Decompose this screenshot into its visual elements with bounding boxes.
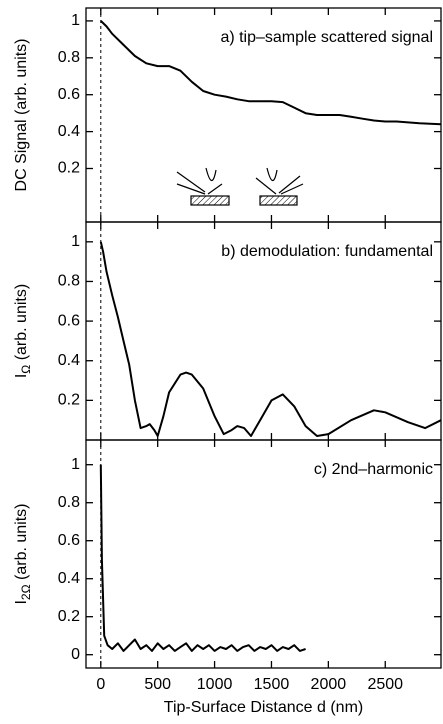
- data-line: [100, 20, 442, 126]
- y-tick-label: 0.2: [58, 392, 80, 409]
- y-tick-label: 0.6: [58, 312, 80, 329]
- y-tick-label: 0.4: [58, 352, 80, 369]
- inset-schematic: [176, 167, 304, 206]
- x-tick-label: 1000: [197, 676, 233, 693]
- y-tick-label: 1: [71, 12, 80, 29]
- x-tick-label: 1500: [254, 676, 290, 693]
- panel-title: a) tip–sample scattered signal: [220, 29, 433, 46]
- y-tick-label: 0.8: [58, 494, 80, 511]
- x-tick-label: 2500: [367, 676, 403, 693]
- y-axis-label-part: Ω: [19, 365, 33, 374]
- y-tick-label: 0.6: [58, 532, 80, 549]
- y-tick-label: 0.2: [58, 608, 80, 625]
- y-axis-label: I2Ω (arb. units): [13, 503, 33, 604]
- y-axis-label-part: I: [13, 374, 30, 378]
- y-axis-label-part: (arb. units): [13, 503, 30, 584]
- y-axis-label: DC Signal (arb. units): [13, 39, 30, 192]
- panel-title: c) 2nd–harmonic: [314, 461, 433, 478]
- y-tick-label: 0: [71, 646, 80, 663]
- y-tick-label: 0.8: [58, 273, 80, 290]
- y-axis-label-part: (arb. units): [13, 284, 30, 365]
- x-axis-label: Tip-Surface Distance d (nm): [164, 699, 363, 716]
- plot-frame: [85, 439, 442, 669]
- y-axis-label: IΩ (arb. units): [13, 284, 33, 378]
- y-axis-label-part: I: [13, 600, 30, 604]
- x-tick-label: 2000: [311, 676, 347, 693]
- data-line: [99, 464, 306, 652]
- y-tick-label: 1: [71, 233, 80, 250]
- y-tick-label: 0.2: [58, 160, 80, 177]
- y-axis-label-part: 2Ω: [19, 584, 33, 600]
- x-tick-label: 0: [96, 676, 105, 693]
- y-tick-label: 1: [71, 456, 80, 473]
- y-tick-label: 0.6: [58, 86, 80, 103]
- y-tick-label: 0.4: [58, 123, 80, 140]
- y-tick-label: 0.8: [58, 49, 80, 66]
- y-tick-label: 0.4: [58, 570, 80, 587]
- panel-title: b) demodulation: fundamental: [221, 243, 433, 260]
- data-line: [99, 241, 442, 437]
- x-tick-label: 500: [144, 676, 171, 693]
